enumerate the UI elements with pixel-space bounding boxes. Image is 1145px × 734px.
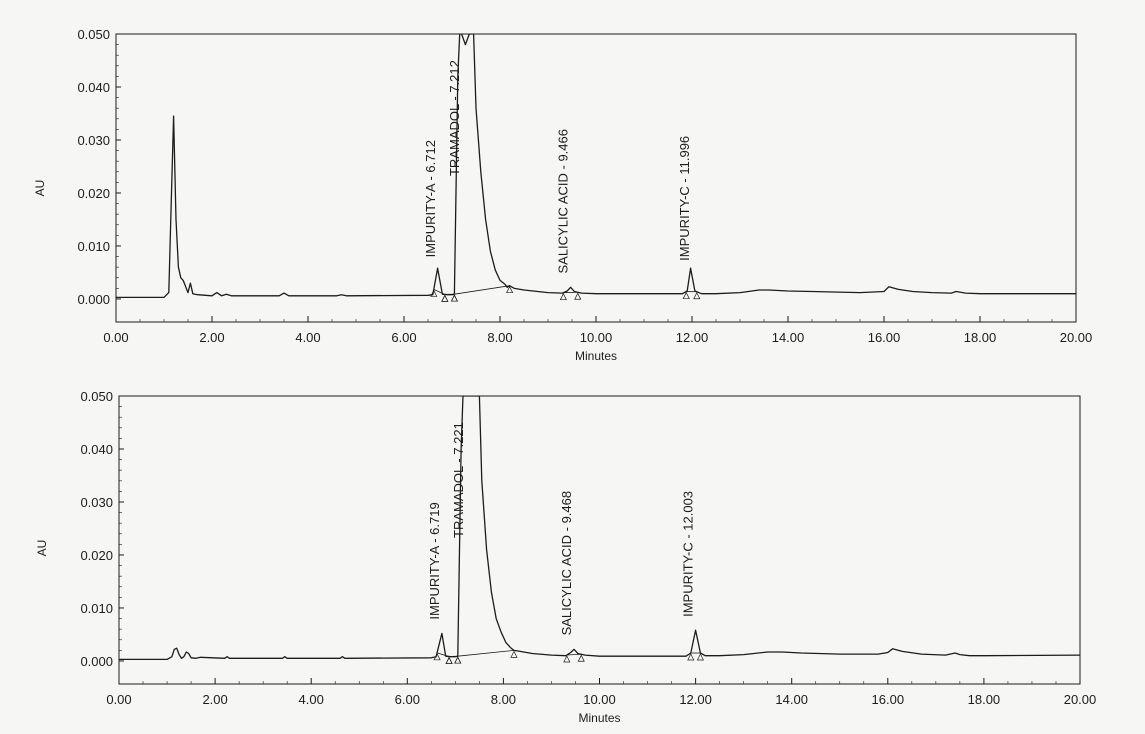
peak-label: SALICYLIC ACID - 9.468 <box>559 491 574 636</box>
baseline-marker <box>442 295 448 301</box>
x-tick-label: 18.00 <box>968 692 1001 707</box>
x-tick-label: 20.00 <box>1064 692 1097 707</box>
y-axis-label: AU <box>35 540 49 557</box>
y-tick-label: 0.000 <box>77 292 110 307</box>
y-tick-label: 0.050 <box>80 389 113 404</box>
baseline-marker <box>442 295 448 301</box>
x-tick-label: 20.00 <box>1060 330 1093 345</box>
baseline-marker <box>575 293 581 299</box>
x-tick-label: 18.00 <box>964 330 997 345</box>
baseline-marker <box>564 656 570 662</box>
peak-label: IMPURITY-A - 6.712 <box>423 140 438 257</box>
y-tick-label: 0.030 <box>80 495 113 510</box>
x-tick-label: 10.00 <box>580 330 613 345</box>
y-tick-label: 0.010 <box>80 601 113 616</box>
y-tick-label: 0.040 <box>80 442 113 457</box>
plot-frame <box>116 34 1076 322</box>
y-tick-label: 0.030 <box>77 133 110 148</box>
chart-panel-1: 0.000 0.010 0.020 0.030 0.040 0.050 0.00 2.00 4.… <box>33 27 1092 363</box>
peak-label: TRAMADOL - 7.221 <box>451 422 466 538</box>
x-tick-label: 16.00 <box>868 330 901 345</box>
y-tick-label: 0.020 <box>77 186 110 201</box>
y-tick-label: 0.020 <box>80 548 113 563</box>
baseline-marker <box>560 294 566 300</box>
baseline-marker <box>578 655 584 661</box>
x-tick-label: 10.00 <box>583 692 616 707</box>
baseline-marker <box>451 295 457 301</box>
chromatogram-trace <box>116 34 1076 297</box>
x-tick-label: 8.00 <box>487 330 512 345</box>
peak-label: IMPURITY-C - 11.996 <box>677 136 692 261</box>
x-tick-label: 6.00 <box>395 692 420 707</box>
x-tick-label: 2.00 <box>199 330 224 345</box>
peak-label: SALICYLIC ACID - 9.466 <box>555 129 570 274</box>
x-tick-label: 12.00 <box>676 330 709 345</box>
y-tick-label: 0.000 <box>80 654 113 669</box>
y-tick-label: 0.010 <box>77 239 110 254</box>
x-tick-label: 4.00 <box>299 692 324 707</box>
y-tick-label: 0.040 <box>77 80 110 95</box>
x-axis-label: Minutes <box>578 711 620 725</box>
x-tick-label: 16.00 <box>872 692 905 707</box>
baseline-marker <box>451 295 457 301</box>
x-tick-label: 0.00 <box>103 330 128 345</box>
peak-label: IMPURITY-C - 12.003 <box>681 491 696 617</box>
peak-baseline <box>454 286 509 294</box>
baseline-marker <box>446 658 452 664</box>
x-tick-label: 14.00 <box>775 692 808 707</box>
x-tick-label: 6.00 <box>391 330 416 345</box>
baseline-marker <box>694 293 700 299</box>
baseline-marker <box>511 651 517 657</box>
x-tick-label: 2.00 <box>202 692 227 707</box>
peak-label: TRAMADOL - 7.212 <box>447 60 462 176</box>
x-tick-label: 0.00 <box>106 692 131 707</box>
y-tick-label: 0.050 <box>77 27 110 42</box>
chromatogram-trace <box>119 396 1080 659</box>
x-tick-label: 14.00 <box>772 330 805 345</box>
chart-panel-2: 0.000 0.010 0.020 0.030 0.040 0.050 0.00 2.00 4.… <box>35 389 1096 725</box>
x-axis-label: Minutes <box>575 349 617 363</box>
x-tick-label: 12.00 <box>679 692 712 707</box>
x-tick-label: 4.00 <box>295 330 320 345</box>
baseline-marker <box>455 657 461 663</box>
y-axis-label: AU <box>33 180 47 197</box>
baseline-marker <box>455 657 461 663</box>
peak-baseline <box>458 650 514 656</box>
peak-label: IMPURITY-A - 6.719 <box>427 502 442 619</box>
plot-frame <box>119 396 1080 684</box>
baseline-marker <box>446 658 452 664</box>
x-tick-label: 8.00 <box>491 692 516 707</box>
